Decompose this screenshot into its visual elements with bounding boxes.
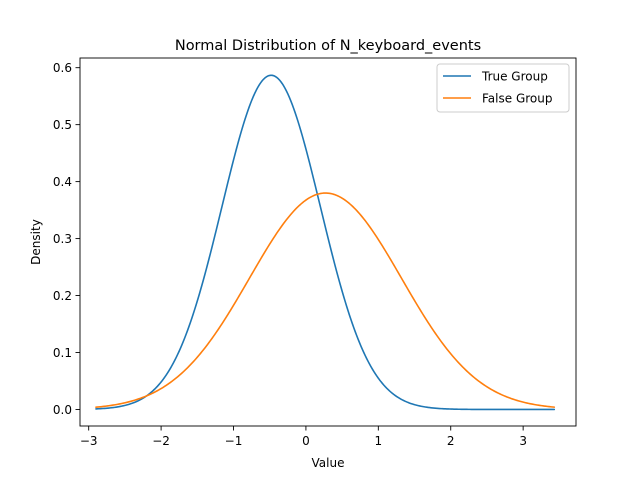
y-tick-label: 0.0 bbox=[53, 403, 72, 417]
x-tick-label: −3 bbox=[80, 434, 98, 448]
series-layer bbox=[95, 74, 556, 411]
y-tick-label: 0.2 bbox=[53, 289, 72, 303]
y-tick-label: 0.1 bbox=[53, 346, 72, 360]
y-tick-label: 0.4 bbox=[53, 175, 72, 189]
series-line-true-group bbox=[95, 74, 556, 411]
y-tick-label: 0.3 bbox=[53, 232, 72, 246]
y-axis: 0.0 0.1 0.2 0.3 0.4 0.5 0.6 bbox=[53, 61, 80, 417]
x-tick-label: −1 bbox=[225, 434, 243, 448]
x-tick-label: −2 bbox=[152, 434, 170, 448]
legend: True Group False Group bbox=[436, 63, 570, 113]
y-axis-label: Density bbox=[29, 219, 43, 265]
plot-frame bbox=[79, 57, 577, 427]
x-axis: −3 −2 −1 0 1 2 3 bbox=[80, 426, 527, 448]
x-tick-label: 0 bbox=[302, 434, 310, 448]
legend-label: False Group bbox=[482, 92, 552, 106]
chart-title: Normal Distribution of N_keyboard_events bbox=[175, 38, 481, 54]
x-tick-label: 2 bbox=[447, 434, 455, 448]
y-tick-label: 0.6 bbox=[53, 61, 72, 75]
legend-label: True Group bbox=[481, 70, 548, 84]
y-tick-label: 0.5 bbox=[53, 118, 72, 132]
x-tick-label: 1 bbox=[375, 434, 383, 448]
x-axis-label: Value bbox=[312, 456, 345, 470]
series-line-false-group bbox=[95, 192, 556, 409]
x-tick-label: 3 bbox=[519, 434, 527, 448]
